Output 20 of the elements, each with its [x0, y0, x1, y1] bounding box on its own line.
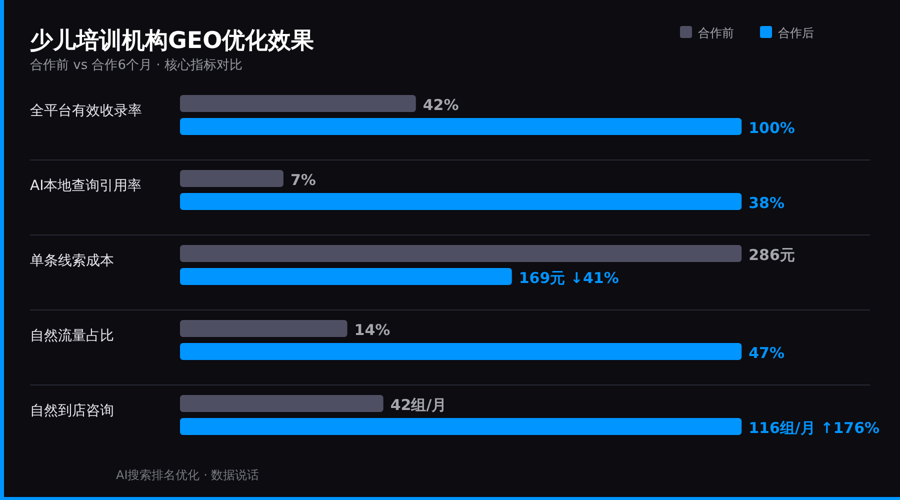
data-label: 14% — [354, 321, 390, 339]
data-label: 116组/月 ↑176% — [748, 419, 880, 437]
data-label: 286元 — [748, 246, 795, 264]
data-label: 169元 ↓41% — [518, 269, 619, 287]
data-label: 7% — [290, 171, 316, 189]
y-tick-label: 全平台有效收录率 — [30, 103, 142, 119]
y-tick-label: 自然流量占比 — [30, 328, 114, 344]
data-label: 42组/月 — [390, 396, 447, 414]
chart-subtitle: 合作前 vs 合作6个月 · 核心指标对比 — [30, 57, 242, 73]
data-label: 38% — [748, 194, 785, 212]
text: AI搜索排名优化 · 数据说话 — [116, 468, 260, 482]
data-label: 100% — [748, 119, 795, 137]
legend-label: 合作前 — [698, 26, 734, 40]
y-tick-label: 自然到店咨询 — [30, 403, 114, 419]
chart-title: 少儿培训机构GEO优化效果 — [30, 27, 314, 54]
y-tick-label: AI本地查询引用率 — [30, 178, 142, 194]
data-label: 42% — [422, 96, 459, 114]
data-label: 47% — [748, 344, 785, 362]
legend-label: 合作后 — [778, 26, 814, 40]
y-tick-label: 单条线索成本 — [30, 253, 114, 269]
